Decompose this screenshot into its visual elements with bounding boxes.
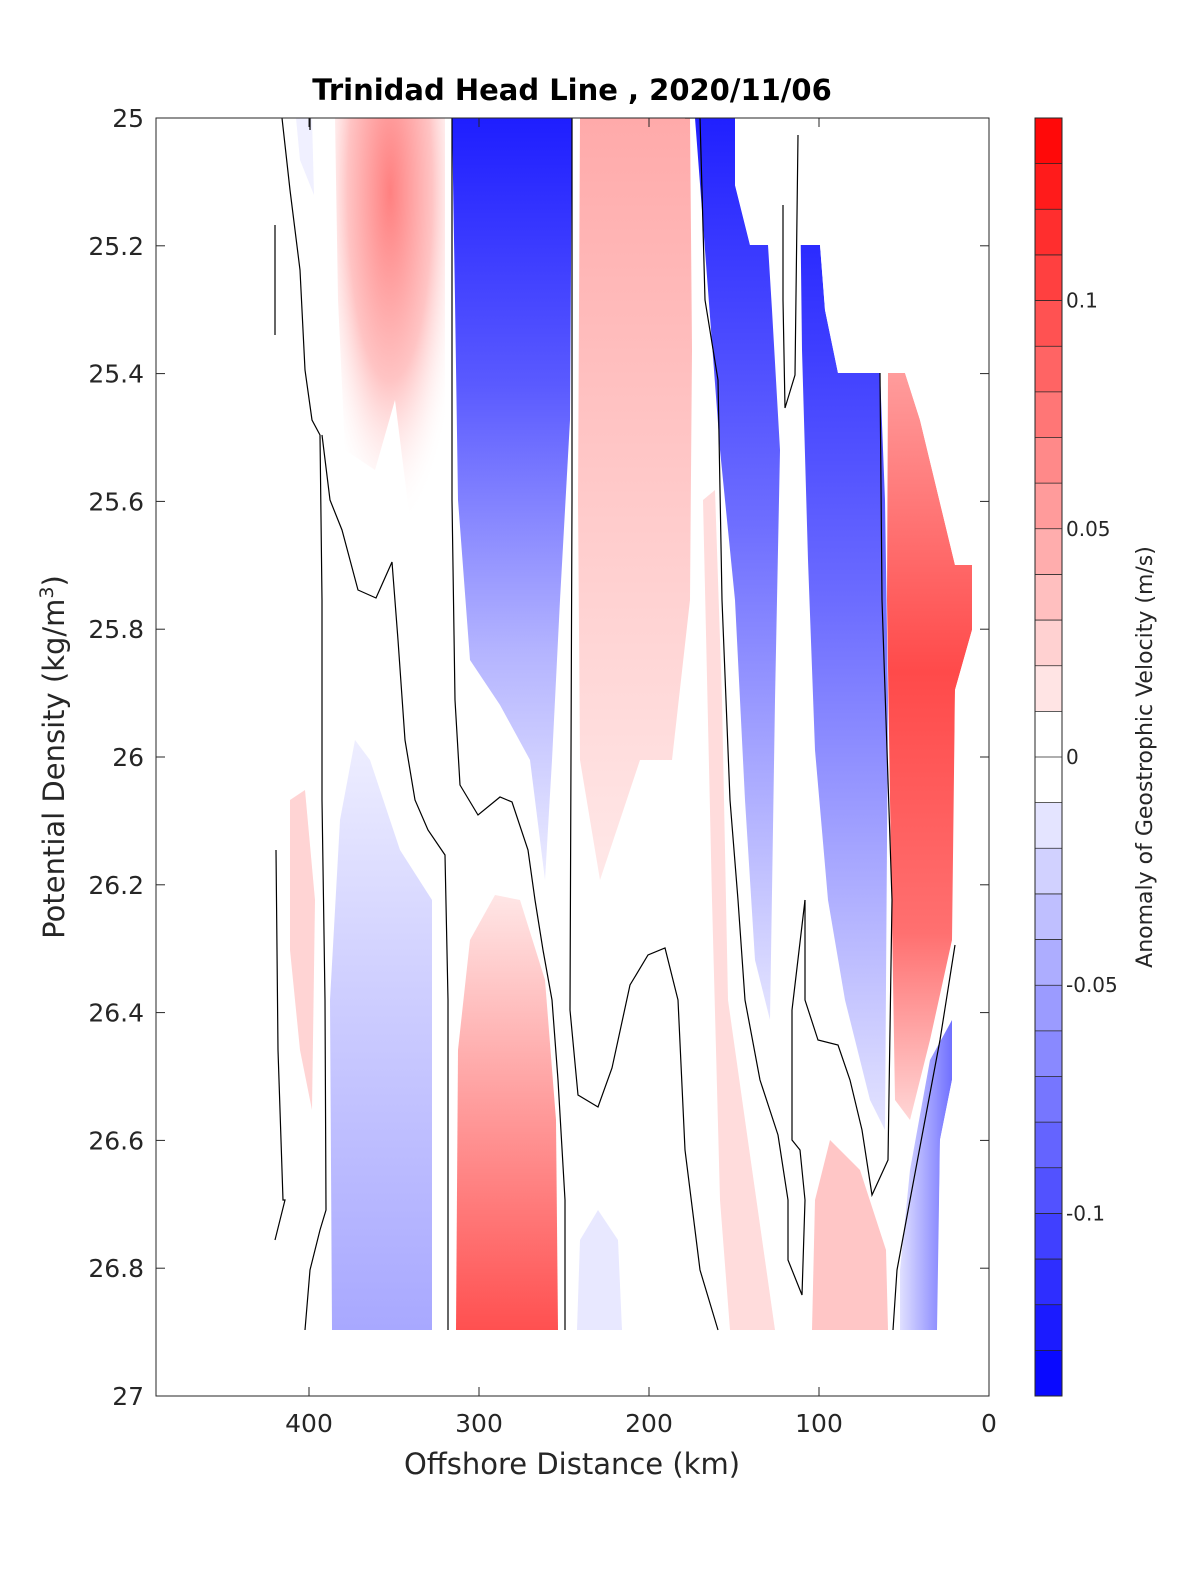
colorbar-swatch bbox=[1035, 893, 1062, 941]
colorbar-swatch bbox=[1035, 1076, 1062, 1123]
axis-ticks: 400 300 200 100 0 25 25.2 25.4 25.6 25.8 26 26.2 26.… bbox=[88, 104, 997, 1438]
shelf-blue-inner bbox=[800, 185, 888, 1130]
colorbar-swatches bbox=[1035, 118, 1062, 1397]
y-tick-label: 26.8 bbox=[88, 1254, 144, 1283]
colorbar-swatch bbox=[1035, 711, 1062, 758]
deep-red bbox=[456, 895, 558, 1330]
north-pink-band bbox=[335, 118, 445, 610]
x-tick-label: 100 bbox=[795, 1409, 843, 1438]
small-blue-patch bbox=[577, 1210, 622, 1330]
y-axis-label-sup: 3 bbox=[36, 586, 58, 598]
colorbar-swatch bbox=[1035, 1122, 1062, 1169]
y-tick-label: 27 bbox=[112, 1382, 144, 1411]
colorbar-tick-label: -0.1 bbox=[1066, 1201, 1105, 1225]
y-tick-label: 25.4 bbox=[88, 360, 144, 389]
colorbar-swatch bbox=[1035, 802, 1062, 849]
pink-strip-160 bbox=[703, 490, 775, 1330]
colorbar-tick-label: 0.05 bbox=[1066, 517, 1111, 541]
colorbar-swatch bbox=[1035, 346, 1062, 393]
no-data-mask-bottom bbox=[156, 1332, 989, 1396]
colorbar-swatch bbox=[1035, 1213, 1062, 1260]
y-axis-label-close: ) bbox=[37, 575, 71, 586]
no-data-mask-topright bbox=[735, 118, 989, 565]
colorbar-swatch bbox=[1035, 574, 1062, 621]
colorbar-swatch bbox=[1035, 118, 1062, 165]
south-pink-band bbox=[578, 118, 692, 880]
x-tick-label: 0 bbox=[981, 1409, 997, 1438]
far-west-pink bbox=[290, 790, 315, 1110]
colorbar-swatch bbox=[1035, 665, 1062, 712]
deep-blue-east bbox=[900, 1020, 952, 1330]
colorbar-swatch bbox=[1035, 437, 1062, 484]
contour-line bbox=[281, 118, 327, 1331]
contour-line bbox=[274, 849, 286, 1241]
colorbar-tick-label: -0.05 bbox=[1066, 973, 1118, 997]
contour-fill bbox=[156, 118, 989, 1396]
blue-core bbox=[452, 118, 572, 880]
colorbar-frame bbox=[1034, 117, 1063, 1397]
y-axis-label: Potential Density (kg/m3) bbox=[36, 575, 71, 939]
colorbar-tick-label: 0.1 bbox=[1066, 289, 1098, 313]
no-data-mask-left bbox=[156, 118, 282, 1396]
colorbar-swatch bbox=[1035, 620, 1062, 667]
colorbar-swatch bbox=[1035, 985, 1062, 1032]
y-tick-label: 26.4 bbox=[88, 999, 144, 1028]
x-tick-label: 400 bbox=[285, 1409, 333, 1438]
colorbar-swatch bbox=[1035, 163, 1062, 210]
contour-line bbox=[804, 372, 893, 1198]
y-tick-label: 25.2 bbox=[88, 232, 144, 261]
colorbar-swatch bbox=[1035, 528, 1062, 575]
x-axis-label: Offshore Distance (km) bbox=[404, 1447, 740, 1481]
plot-area: 400 300 200 100 0 25 25.2 25.4 25.6 25.8 26 26.2 26.… bbox=[88, 104, 997, 1438]
contour-line bbox=[782, 134, 799, 409]
colorbar-swatch bbox=[1035, 483, 1062, 530]
pink-bottom-80 bbox=[812, 1140, 888, 1330]
colorbar-swatch bbox=[1035, 254, 1062, 302]
colorbar-swatch bbox=[1035, 939, 1062, 986]
colorbar: 0.1 0.05 0 -0.05 -0.1 Anomaly of Geostrophic… bbox=[1034, 117, 1158, 1397]
colorbar-swatch bbox=[1035, 209, 1062, 256]
contour-line bbox=[451, 118, 566, 1330]
colorbar-swatch bbox=[1035, 1030, 1062, 1077]
colorbar-swatch bbox=[1035, 391, 1062, 438]
colorbar-swatch bbox=[1035, 1259, 1062, 1306]
zero-contours bbox=[274, 118, 956, 1331]
y-tick-label: 25 bbox=[112, 104, 144, 133]
y-tick-label: 26.6 bbox=[88, 1126, 144, 1155]
x-tick-label: 300 bbox=[455, 1409, 503, 1438]
contour-line bbox=[321, 434, 449, 1330]
colorbar-swatch bbox=[1035, 848, 1062, 895]
y-tick-label: 25.8 bbox=[88, 615, 144, 644]
colorbar-label: Anomaly of Geostrophic Velocity (m/s) bbox=[1133, 546, 1158, 968]
contour-line bbox=[892, 944, 956, 1331]
colorbar-swatch bbox=[1035, 1350, 1062, 1397]
colorbar-swatch bbox=[1035, 757, 1062, 804]
colorbar-swatch bbox=[1035, 300, 1062, 347]
colorbar-swatch bbox=[1035, 1304, 1062, 1351]
deep-blue-west bbox=[330, 740, 432, 1330]
contour-line bbox=[569, 118, 719, 1331]
colorbar-tick-label: 0 bbox=[1066, 745, 1079, 769]
y-tick-label: 26 bbox=[112, 743, 144, 772]
contour-line bbox=[685, 118, 806, 1296]
no-data-mask-right bbox=[937, 565, 989, 1396]
colorbar-swatch bbox=[1035, 1167, 1062, 1214]
chart-title: Trinidad Head Line , 2020/11/06 bbox=[312, 73, 832, 107]
colorbar-ticks: 0.1 0.05 0 -0.05 -0.1 bbox=[1066, 289, 1118, 1226]
y-tick-label: 26.2 bbox=[88, 871, 144, 900]
shelf-blue bbox=[695, 118, 780, 1020]
nearshore-red bbox=[887, 373, 972, 1120]
y-tick-label: 25.6 bbox=[88, 487, 144, 516]
y-axis-label-main: Potential Density (kg/m bbox=[37, 599, 71, 939]
x-tick-label: 200 bbox=[625, 1409, 673, 1438]
thin-pink-sliver bbox=[296, 118, 314, 195]
